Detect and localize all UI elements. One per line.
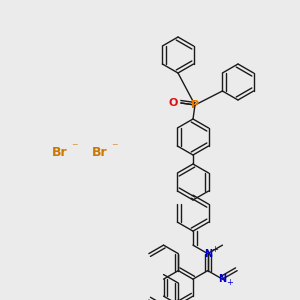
Text: O: O: [168, 98, 178, 108]
Text: ⁻: ⁻: [111, 142, 117, 154]
Text: +: +: [211, 245, 218, 254]
Text: N: N: [218, 274, 226, 284]
Text: +: +: [226, 278, 233, 286]
Text: Br: Br: [92, 146, 108, 158]
Text: ⁻: ⁻: [71, 142, 77, 154]
Text: P: P: [191, 100, 199, 110]
Text: N: N: [204, 249, 212, 259]
Text: Br: Br: [52, 146, 68, 158]
